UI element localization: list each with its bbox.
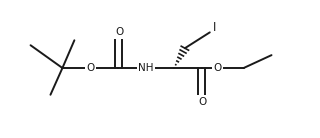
- Text: O: O: [86, 63, 94, 73]
- Text: O: O: [214, 63, 222, 73]
- Text: O: O: [199, 97, 207, 107]
- Text: NH: NH: [138, 63, 154, 73]
- Text: O: O: [115, 27, 123, 37]
- Text: I: I: [213, 21, 216, 34]
